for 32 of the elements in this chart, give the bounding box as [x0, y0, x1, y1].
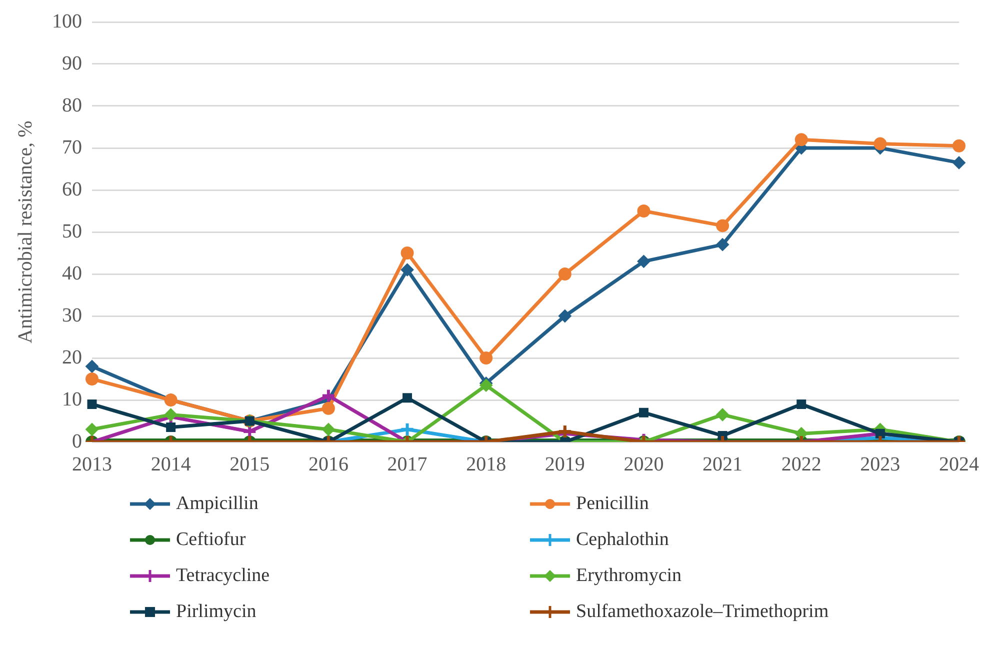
x-tick-label: 2017: [387, 453, 428, 476]
x-tick-label: 2013: [72, 453, 112, 476]
y-axis-title: Antimicrobial resistance, %: [14, 120, 36, 344]
legend-label: Erythromycin: [576, 565, 682, 587]
y-tick-label: 50: [62, 220, 82, 242]
x-tick-label: 2018: [466, 453, 506, 476]
y-tick-label: 90: [62, 52, 82, 74]
y-tick-label: 80: [62, 94, 82, 116]
y-tick-label: 10: [62, 388, 82, 410]
y-tick-label: 70: [62, 136, 82, 158]
legend-label: Ceftiofur: [176, 529, 246, 551]
x-tick-label: 2024: [939, 453, 979, 476]
legend-label: Sulfamethoxazole–Trimethoprim: [576, 601, 829, 623]
x-tick-label: 2015: [230, 453, 270, 476]
x-tick-label: 2014: [150, 453, 191, 476]
x-tick-label: 2020: [624, 453, 664, 476]
x-tick-label: 2022: [781, 453, 822, 476]
legend-label: Tetracycline: [176, 565, 270, 587]
legend-label: Ampicillin: [176, 493, 258, 515]
x-tick-label: 2021: [702, 453, 743, 476]
y-tick-label: 100: [52, 10, 82, 32]
y-tick-label: 20: [62, 346, 82, 368]
legend-label: Pirlimycin: [176, 601, 256, 623]
y-tick-label: 30: [62, 304, 82, 326]
y-tick-label: 60: [62, 178, 82, 200]
legend-label: Penicillin: [576, 493, 649, 515]
x-tick-label: 2019: [544, 453, 585, 476]
y-tick-label: 0: [72, 430, 82, 452]
legend-label: Cephalothin: [576, 529, 669, 551]
x-tick-label: 2023: [860, 453, 900, 476]
y-tick-label: 40: [62, 262, 82, 284]
x-tick-label: 2016: [308, 453, 348, 476]
